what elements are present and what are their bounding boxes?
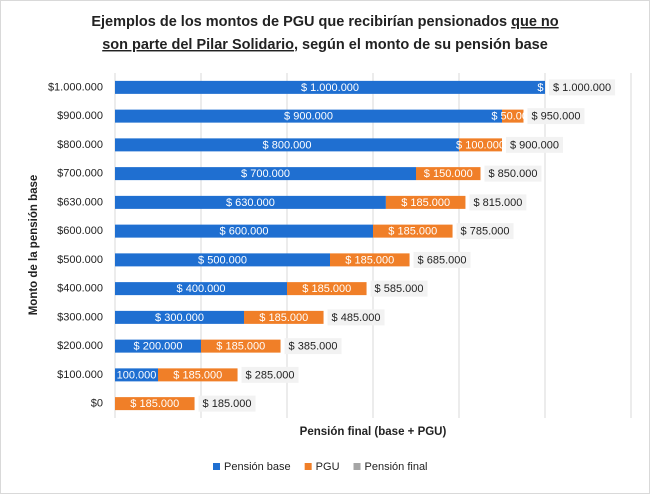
- total-label: $ 1.000.000: [553, 82, 611, 94]
- y-tick-label: $900.000: [57, 110, 103, 122]
- data-label: $ 185.000: [259, 312, 308, 324]
- bar-segment: [115, 397, 195, 411]
- bar-segment: [115, 80, 545, 94]
- data-label: $ 700.000: [241, 168, 290, 180]
- bar-segment: [385, 195, 466, 209]
- total-label: $ 950.000: [532, 111, 581, 123]
- total-label-box: [506, 136, 563, 153]
- y-tick-label: $200.000: [57, 340, 103, 352]
- total-label-box: [484, 165, 542, 182]
- y-tick-label: $300.000: [57, 311, 103, 323]
- total-label-box: [527, 108, 585, 125]
- data-label: $ 100.000: [456, 139, 505, 151]
- bar-segment: [502, 109, 524, 123]
- legend-label: PGU: [316, 461, 340, 473]
- bar-segment: [158, 368, 238, 382]
- data-label: $ 185.000: [345, 254, 394, 266]
- bar-segment: [287, 282, 367, 296]
- bar-segment: [115, 167, 416, 181]
- bar-segment: [115, 224, 373, 238]
- bar-segment: [416, 167, 481, 181]
- bar-segment: [115, 339, 201, 353]
- total-label-box: [549, 79, 616, 96]
- bar-segment: [244, 310, 324, 324]
- y-tick-label: $600.000: [57, 225, 103, 237]
- legend-label: Pensión final: [365, 461, 428, 473]
- y-tick-label: $1.000.000: [48, 81, 103, 93]
- legend-label: Pensión base: [224, 461, 291, 473]
- data-label: $ 150.000: [424, 168, 473, 180]
- total-label: $ 815.000: [473, 197, 522, 209]
- y-tick-label: $630.000: [57, 196, 103, 208]
- x-axis-title: Pensión final (base + PGU): [300, 426, 447, 438]
- data-label: $ 300.000: [155, 312, 204, 324]
- bar-segment: [115, 282, 287, 296]
- legend-swatch: [304, 463, 312, 470]
- total-label: $ 585.000: [375, 283, 424, 295]
- data-label: $ 185.000: [302, 283, 351, 295]
- total-label-box: [456, 223, 514, 240]
- total-label-box: [469, 194, 527, 211]
- legend-swatch: [353, 463, 361, 470]
- y-tick-label: $400.000: [57, 283, 103, 295]
- data-label: 100.000: [117, 369, 157, 381]
- bar-segment: [201, 339, 281, 353]
- data-label: $ 185.000: [173, 369, 222, 381]
- data-label: $ 185.000: [216, 341, 265, 353]
- bar-segment: [459, 138, 502, 152]
- bar-segment: [115, 310, 244, 324]
- total-label-box: [327, 309, 385, 326]
- y-tick-label: $800.000: [57, 139, 103, 151]
- title-part: son parte del Pilar Solidario: [102, 37, 294, 53]
- data-label: $ 400.000: [177, 283, 226, 295]
- total-label-box: [413, 251, 471, 268]
- total-label: $ 485.000: [332, 312, 381, 324]
- bar-segment: [115, 138, 459, 152]
- data-label: $ 200.000: [134, 341, 183, 353]
- data-label: $ 500.000: [198, 254, 247, 266]
- total-label: $ 385.000: [289, 341, 338, 353]
- data-label: $ 0: [537, 82, 552, 94]
- bar-segment: [115, 195, 386, 209]
- total-label: $ 850.000: [489, 168, 538, 180]
- chart-title: Ejemplos de los montos de PGU que recibi…: [91, 14, 558, 30]
- y-tick-label: $0: [91, 398, 103, 410]
- total-label: $ 900.000: [510, 139, 559, 151]
- y-axis-title: Monto de la pensión base: [28, 175, 40, 316]
- total-label-box: [370, 280, 428, 297]
- total-label: $ 285.000: [246, 369, 295, 381]
- y-tick-label: $100.000: [57, 369, 103, 381]
- legend-swatch: [213, 463, 220, 470]
- data-label: $ 800.000: [263, 139, 312, 151]
- data-label: $ 50.000: [491, 111, 534, 123]
- bar-segment: [373, 224, 453, 238]
- title-part: , según el monto de su pensión base: [294, 37, 548, 53]
- title-part: Ejemplos de los montos de PGU que recibi…: [91, 14, 511, 30]
- bar-segment: [115, 368, 158, 382]
- title-part: que no: [511, 14, 559, 30]
- data-label: $ 1.000.000: [301, 82, 359, 94]
- y-tick-label: $500.000: [57, 254, 103, 266]
- total-label: $ 785.000: [461, 226, 510, 238]
- data-label: $ 900.000: [284, 111, 333, 123]
- chart-title: son parte del Pilar Solidario, según el …: [102, 37, 548, 53]
- legend: Pensión base PGU Pensión final: [213, 461, 428, 473]
- data-label: $ 600.000: [220, 226, 269, 238]
- total-label-box: [198, 395, 256, 412]
- total-label: $ 185.000: [203, 398, 252, 410]
- data-label: $ 185.000: [401, 197, 450, 209]
- bar-segment: [115, 109, 502, 123]
- total-label-box: [284, 338, 342, 355]
- data-label: $ 185.000: [130, 398, 179, 410]
- bar-segment: [115, 253, 330, 267]
- data-label: $ 185.000: [388, 226, 437, 238]
- bar-segment: [330, 253, 410, 267]
- total-label-box: [241, 366, 299, 383]
- data-label: $ 630.000: [226, 197, 275, 209]
- y-tick-label: $700.000: [57, 168, 103, 180]
- total-label: $ 685.000: [418, 254, 467, 266]
